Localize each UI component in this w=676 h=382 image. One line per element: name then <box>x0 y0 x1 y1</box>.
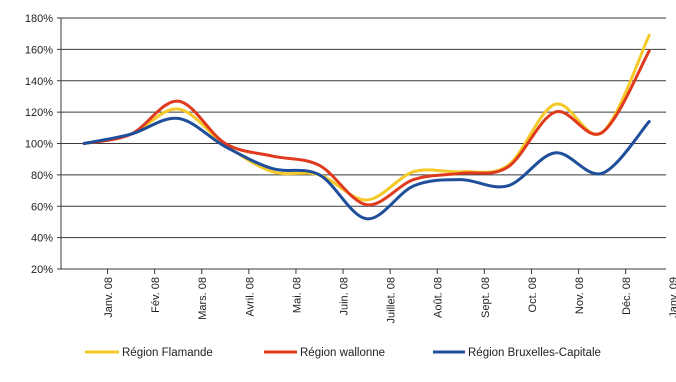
y-tick-label: 40% <box>31 233 53 245</box>
x-tick-label: Nov. 08 <box>574 277 586 314</box>
legend-label: Région wallonne <box>300 347 385 359</box>
x-tick-label: Janv. 09 <box>668 277 676 318</box>
legend-item: Région wallonne <box>264 347 385 359</box>
y-tick-label: 80% <box>31 170 53 182</box>
grid-layer <box>61 17 666 270</box>
legend-label: Région Flamande <box>122 347 213 359</box>
x-tick-label: Août. 08 <box>433 277 445 318</box>
x-tick-label: Mai. 08 <box>291 277 303 313</box>
series-layer <box>82 33 651 221</box>
y-tick-label: 100% <box>25 139 53 151</box>
x-tick-label: Oct. 08 <box>527 277 539 312</box>
y-tick-label: 60% <box>31 201 53 213</box>
x-tick-label: Déc. 08 <box>621 277 633 315</box>
axis-layer: 20% 40% 60% 80% 100% 120% 140% 160% 180% Janv. 08… <box>25 13 676 323</box>
legend-item: Région Bruxelles-Capitale <box>433 347 601 359</box>
x-tick-label: Janv. 08 <box>103 277 115 318</box>
series-line-r-gion-flamande <box>82 33 651 202</box>
y-tick-label: 140% <box>25 76 53 88</box>
y-tick-label: 160% <box>25 44 53 56</box>
x-tick-label: Sept. 08 <box>480 277 492 318</box>
legend: Région Flamande Région wallonne Région Bru… <box>85 347 601 359</box>
legend-label: Région Bruxelles-Capitale <box>468 347 601 359</box>
y-tick-label: 120% <box>25 107 53 119</box>
x-tick-label: Mars. 08 <box>197 277 209 320</box>
x-tick-label: Juin. 08 <box>339 277 351 316</box>
x-tick-label: Fév. 08 <box>150 277 162 313</box>
x-tick-label: Avril. 08 <box>244 277 256 317</box>
x-tick-label: Juillet. 08 <box>386 277 398 323</box>
y-tick-label: 180% <box>25 13 53 25</box>
series-line-r-gion-wallonne <box>82 49 651 207</box>
legend-item: Région Flamande <box>85 347 213 359</box>
series-line-r-gion-bruxelles-capitale <box>82 116 651 221</box>
y-tick-label: 20% <box>31 264 53 276</box>
